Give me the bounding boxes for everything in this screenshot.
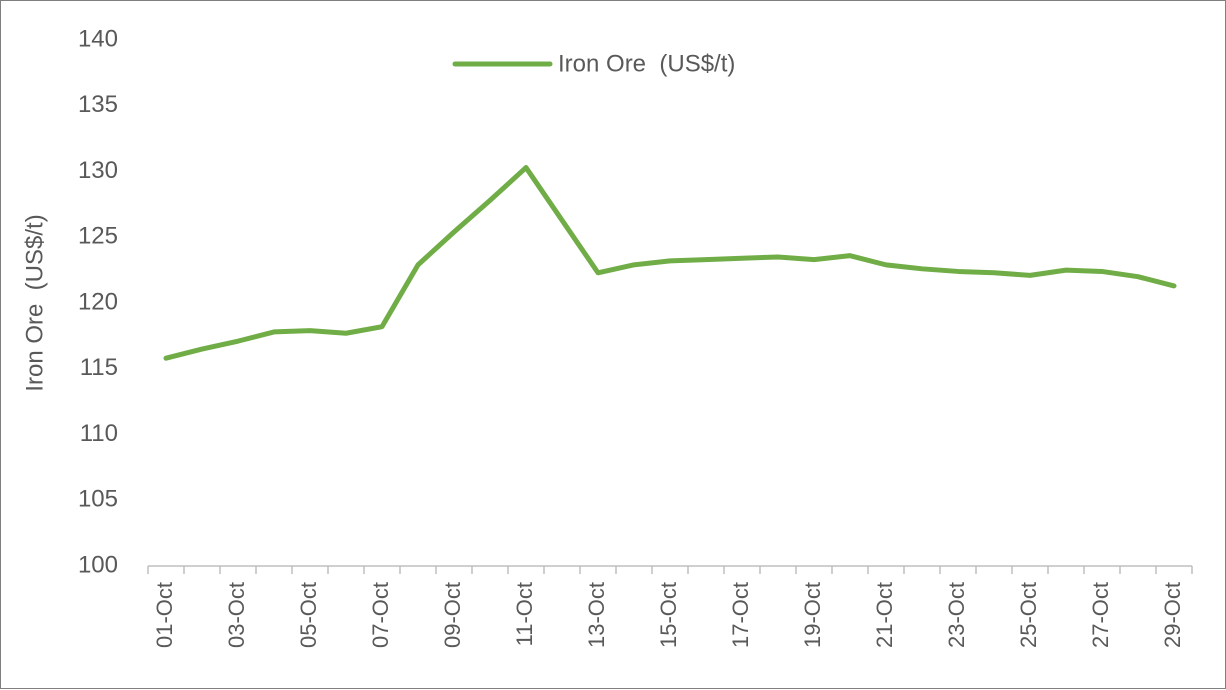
y-tick-label: 135 — [78, 91, 118, 118]
x-tick-label: 25-Oct — [1016, 582, 1041, 648]
data-line — [163, 165, 1177, 361]
x-tick-label: 05-Oct — [296, 582, 321, 648]
x-tick-label: 23-Oct — [944, 582, 969, 648]
x-tick-label: 09-Oct — [440, 582, 465, 648]
x-tick-label: 15-Oct — [656, 582, 681, 648]
x-tick-label: 11-Oct — [512, 582, 537, 646]
y-tick-label: 130 — [78, 157, 118, 184]
x-tick-label: 21-Oct — [872, 582, 897, 648]
y-tick-label: 100 — [78, 551, 118, 578]
x-tick-label: 03-Oct — [224, 582, 249, 648]
x-tick-label: 29-Oct — [1160, 582, 1185, 648]
x-tick-label: 07-Oct — [368, 582, 393, 648]
y-tick-label: 125 — [78, 223, 118, 250]
x-tick-label: 17-Oct — [728, 582, 753, 648]
y-tick-label: 105 — [78, 486, 118, 513]
x-tick-label: 27-Oct — [1088, 582, 1113, 648]
y-tick-label: 140 — [78, 25, 118, 52]
x-tick-label: 01-Oct — [152, 582, 177, 648]
legend-label: Iron Ore (US$/t) — [558, 50, 735, 77]
y-tick-label: 110 — [80, 420, 118, 447]
x-tick-label: 13-Oct — [584, 582, 609, 648]
y-axis-title: Iron Ore (US$/t) — [21, 214, 48, 391]
x-tick-label: 19-Oct — [800, 582, 825, 648]
y-tick-label: 120 — [78, 288, 118, 315]
y-tick-label: 115 — [80, 354, 118, 381]
